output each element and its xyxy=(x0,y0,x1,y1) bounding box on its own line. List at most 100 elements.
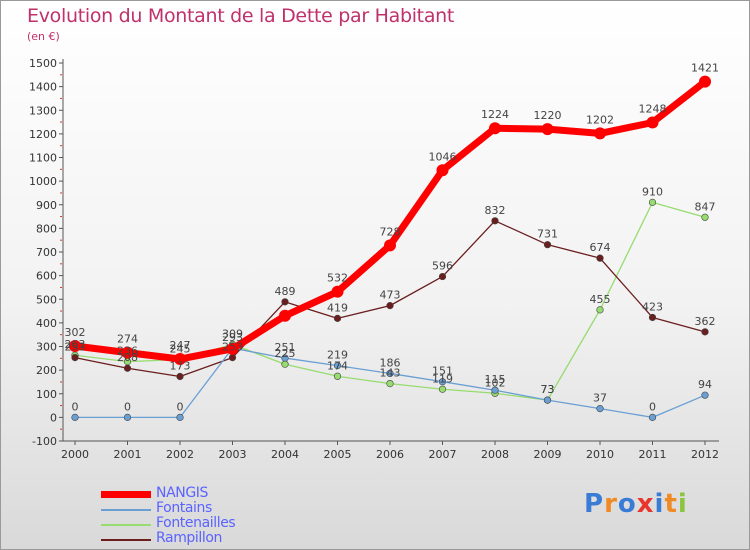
data-label-fontenailles: 910 xyxy=(642,185,663,198)
data-label-nangis: 1224 xyxy=(481,108,509,121)
data-label-fontenailles: 455 xyxy=(590,293,611,306)
data-point-nangis xyxy=(699,75,711,88)
data-point-nangis xyxy=(121,346,134,359)
data-point-nangis xyxy=(331,285,344,298)
chart-title: Evolution du Montant de la Dette par Hab… xyxy=(27,5,455,27)
data-point-rampillon xyxy=(281,298,289,306)
data-point-fontains xyxy=(491,386,499,394)
logo-letter: t xyxy=(664,489,678,519)
data-label-fontains: 73 xyxy=(541,383,555,396)
y-tick-label: -100 xyxy=(32,435,57,448)
data-point-fontains xyxy=(176,413,184,421)
data-point-nangis xyxy=(279,309,291,322)
chart-subtitle: (en €) xyxy=(27,30,60,43)
data-label-fontenailles: 263 xyxy=(65,338,86,351)
data-label-fontenailles: 73 xyxy=(541,383,555,396)
x-tick-label: 2000 xyxy=(61,448,89,461)
data-point-fontains xyxy=(386,369,394,378)
data-label-fontains: 293 xyxy=(222,331,243,344)
y-tick-label: 900 xyxy=(36,199,57,212)
data-point-fontains xyxy=(281,354,289,362)
data-label-nangis: 1202 xyxy=(586,113,614,126)
data-label-nangis: 1248 xyxy=(639,103,667,116)
data-label-fontenailles: 245 xyxy=(170,342,191,355)
x-tick-label: 2012 xyxy=(691,448,719,461)
legend-label: NANGIS xyxy=(156,485,208,501)
data-point-nangis xyxy=(226,342,239,355)
data-point-fontains xyxy=(333,362,342,370)
data-label-rampillon: 362 xyxy=(695,315,716,328)
y-tick-label: 600 xyxy=(36,270,57,283)
data-label-rampillon: 423 xyxy=(642,300,663,313)
x-tick-label: 2010 xyxy=(586,448,614,461)
data-label-rampillon: 674 xyxy=(590,241,611,254)
data-point-rampillon xyxy=(333,314,342,322)
data-label-rampillon: 731 xyxy=(537,228,558,241)
data-label-nangis: 1421 xyxy=(691,62,719,75)
y-tick-label: 1300 xyxy=(29,104,57,117)
legend-swatch xyxy=(101,509,151,511)
data-point-rampillon xyxy=(123,364,132,372)
x-tick-label: 2002 xyxy=(166,448,194,461)
logo-letter: i xyxy=(654,489,665,519)
data-point-rampillon xyxy=(176,372,184,381)
y-tick-label: 1100 xyxy=(29,152,57,165)
data-point-fontenailles xyxy=(386,379,394,388)
y-tick-label: 100 xyxy=(36,388,57,401)
y-tick-label: 1000 xyxy=(29,175,57,188)
data-label-fontains: 219 xyxy=(327,349,348,362)
y-tick-label: 700 xyxy=(36,246,57,259)
data-point-nangis xyxy=(646,116,659,129)
legend-swatch xyxy=(101,524,151,526)
data-point-fontains xyxy=(701,391,709,399)
data-label-rampillon: 173 xyxy=(170,360,191,373)
data-label-rampillon: 473 xyxy=(380,289,401,302)
data-point-fontenailles xyxy=(438,385,447,393)
y-tick-label: 300 xyxy=(36,341,57,354)
data-point-fontenailles xyxy=(701,213,709,221)
data-point-fontains xyxy=(123,413,132,421)
data-label-fontenailles: 143 xyxy=(380,367,401,380)
data-point-rampillon xyxy=(386,302,394,310)
legend-label: Fontains xyxy=(156,500,212,516)
data-point-fontains xyxy=(71,413,79,421)
data-label-fontenailles: 225 xyxy=(275,347,296,360)
data-label-fontains: 0 xyxy=(124,400,131,413)
data-label-nangis: 1220 xyxy=(534,109,562,122)
x-tick-label: 2011 xyxy=(639,448,667,461)
proxiti-logo: Proxiti xyxy=(584,489,688,519)
data-point-fontains xyxy=(438,378,447,386)
logo-letter: x xyxy=(636,489,655,519)
data-label-rampillon: 253 xyxy=(222,341,243,354)
data-label-fontains: 0 xyxy=(177,400,184,413)
data-point-rampillon xyxy=(491,217,499,225)
data-point-nangis xyxy=(489,122,501,135)
data-point-fontains xyxy=(596,405,604,413)
data-point-rampillon xyxy=(228,354,237,362)
y-tick-label: 1500 xyxy=(29,57,57,70)
data-label-fontains: 37 xyxy=(593,392,607,405)
x-tick-label: 2003 xyxy=(219,448,247,461)
x-tick-label: 2004 xyxy=(271,448,299,461)
y-tick-label: 200 xyxy=(36,364,57,377)
data-point-rampillon xyxy=(701,328,709,336)
x-tick-label: 2006 xyxy=(376,448,404,461)
legend-swatch xyxy=(101,491,151,498)
data-point-nangis xyxy=(541,123,554,136)
data-point-fontenailles xyxy=(648,198,657,206)
data-label-rampillon: 489 xyxy=(275,285,296,298)
data-label-fontenailles: 102 xyxy=(485,376,506,389)
data-point-fontenailles xyxy=(596,306,604,314)
data-point-rampillon xyxy=(543,241,552,249)
x-tick-label: 2008 xyxy=(481,448,509,461)
data-point-rampillon xyxy=(596,254,604,262)
data-label-fontains: 186 xyxy=(380,356,401,369)
logo-letter: i xyxy=(677,489,688,519)
data-label-rampillon: 208 xyxy=(117,351,138,364)
data-label-nangis: 532 xyxy=(327,272,348,285)
data-label-nangis: 728 xyxy=(380,225,401,238)
data-label-fontains: 0 xyxy=(649,400,656,413)
data-label-fontenailles: 847 xyxy=(695,200,716,213)
